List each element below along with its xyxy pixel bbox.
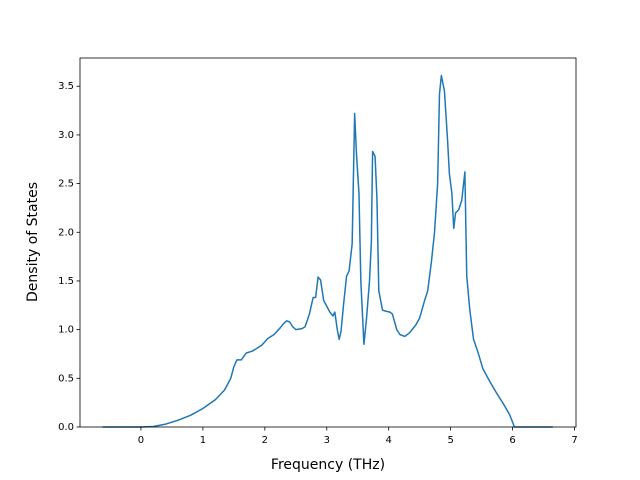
x-tick-label: 2 — [262, 435, 268, 446]
plot-area — [102, 74, 553, 428]
y-tick-label: 1.0 — [58, 325, 74, 336]
x-tick-label: 4 — [386, 435, 392, 446]
y-tick-label: 0.5 — [58, 373, 74, 384]
x-tick-label: 0 — [138, 435, 144, 446]
y-tick-label: 2.0 — [58, 227, 74, 238]
y-tick-label: 1.5 — [58, 276, 74, 287]
y-tick-label: 3.0 — [58, 130, 74, 141]
x-tick-label: 6 — [509, 435, 515, 446]
x-tick-label: 7 — [571, 435, 577, 446]
y-tick-label: 2.5 — [58, 179, 74, 190]
x-tick-label: 1 — [200, 435, 206, 446]
x-tick-label: 3 — [324, 435, 330, 446]
x-axis-label: Frequency (THz) — [271, 457, 385, 473]
y-tick-label: 3.5 — [58, 81, 74, 92]
y-tick-label: 0.0 — [58, 422, 74, 433]
y-axis-label: Density of States — [25, 182, 41, 302]
axes-frame — [79, 57, 577, 428]
line-series — [102, 74, 553, 428]
x-tick-label: 5 — [447, 435, 453, 446]
